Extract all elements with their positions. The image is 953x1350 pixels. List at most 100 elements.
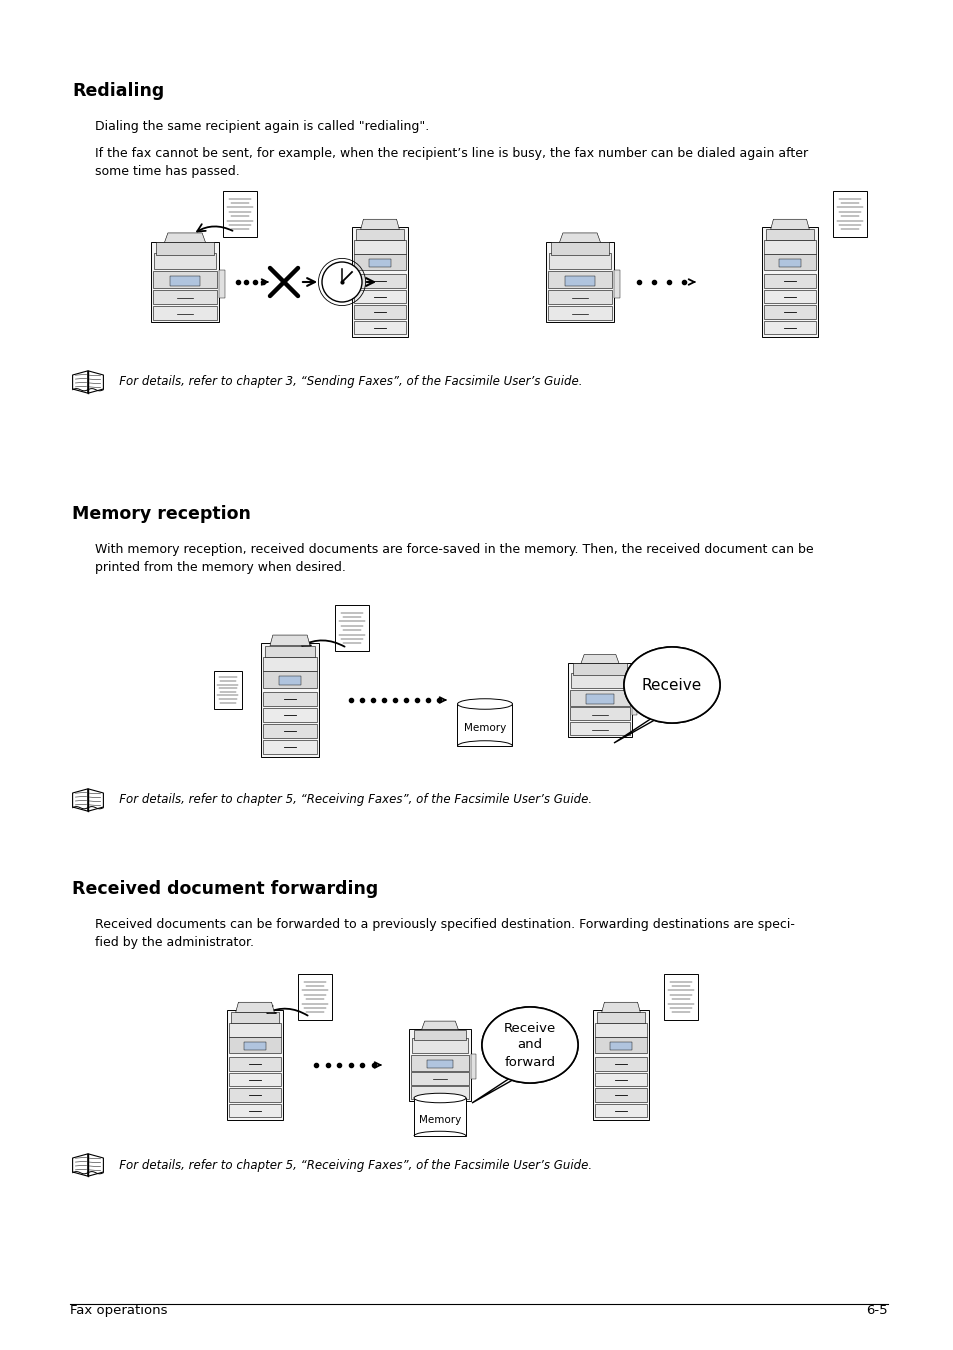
Bar — [153, 252, 216, 269]
Text: With memory reception, received documents are force-saved in the memory. Then, t: With memory reception, received document… — [95, 543, 813, 574]
Bar — [585, 694, 614, 703]
Polygon shape — [72, 1154, 88, 1176]
Bar — [573, 663, 626, 675]
Polygon shape — [88, 371, 103, 393]
Bar — [232, 1012, 278, 1023]
Text: For details, refer to chapter 3, “Sending Faxes”, of the Facsimile User’s Guide.: For details, refer to chapter 3, “Sendin… — [108, 375, 582, 389]
Bar — [570, 722, 629, 736]
Bar — [263, 740, 316, 755]
Polygon shape — [614, 713, 666, 743]
Bar — [354, 254, 405, 270]
Bar — [244, 1042, 266, 1050]
Bar — [595, 1088, 646, 1102]
Bar — [593, 1010, 648, 1120]
Bar — [229, 1037, 280, 1053]
Bar — [229, 1088, 280, 1102]
Bar — [409, 1029, 470, 1102]
Bar — [263, 693, 316, 706]
Text: Fax operations: Fax operations — [70, 1304, 168, 1318]
Text: Receive
and
forward: Receive and forward — [503, 1022, 556, 1068]
Bar — [297, 973, 332, 1021]
Bar — [170, 275, 200, 286]
Bar — [779, 259, 801, 267]
Bar — [229, 1023, 280, 1037]
Bar — [278, 676, 301, 684]
Bar — [547, 271, 612, 289]
Bar — [545, 242, 614, 323]
Circle shape — [322, 262, 361, 302]
Polygon shape — [72, 371, 88, 393]
Bar — [356, 230, 403, 240]
Bar — [426, 1060, 453, 1068]
Text: Received document forwarding: Received document forwarding — [71, 880, 377, 898]
Bar — [335, 605, 369, 651]
Bar — [219, 270, 225, 298]
Polygon shape — [88, 1154, 103, 1176]
Bar — [570, 690, 629, 706]
Polygon shape — [421, 1021, 457, 1030]
Bar — [568, 663, 631, 737]
Text: Dialing the same recipient again is called "redialing".: Dialing the same recipient again is call… — [95, 120, 429, 134]
Bar — [229, 1057, 280, 1071]
Bar — [595, 1023, 646, 1037]
Polygon shape — [164, 234, 205, 243]
Polygon shape — [360, 219, 399, 230]
Bar — [763, 274, 815, 288]
Bar — [414, 1098, 465, 1135]
Bar — [213, 671, 242, 709]
Bar — [263, 724, 316, 738]
Ellipse shape — [481, 1007, 578, 1083]
Bar — [763, 321, 815, 335]
Bar — [597, 1012, 644, 1023]
Bar — [411, 1072, 468, 1084]
Bar — [763, 240, 815, 254]
Bar — [265, 645, 314, 657]
Polygon shape — [601, 1002, 639, 1012]
Bar — [223, 190, 256, 238]
Bar — [595, 1037, 646, 1053]
Polygon shape — [558, 234, 599, 243]
Bar — [229, 1073, 280, 1087]
Bar — [663, 973, 698, 1021]
Polygon shape — [88, 788, 103, 811]
Polygon shape — [235, 1002, 274, 1012]
Bar — [631, 688, 637, 716]
Bar — [354, 321, 405, 335]
Bar — [765, 230, 813, 240]
Text: Redialing: Redialing — [71, 82, 164, 100]
Bar — [614, 270, 619, 298]
Text: Memory: Memory — [463, 724, 506, 733]
Bar — [570, 707, 629, 721]
Text: Memory reception: Memory reception — [71, 505, 251, 522]
Bar — [547, 290, 612, 304]
Bar — [548, 252, 611, 269]
Bar — [151, 242, 219, 323]
Text: Receive: Receive — [641, 678, 701, 693]
Bar — [152, 290, 217, 304]
Bar — [470, 1054, 476, 1080]
Bar — [411, 1087, 468, 1099]
Bar — [354, 305, 405, 319]
Text: For details, refer to chapter 5, “Receiving Faxes”, of the Facsimile User’s Guid: For details, refer to chapter 5, “Receiv… — [108, 794, 592, 806]
Bar — [229, 1104, 280, 1118]
Bar — [763, 254, 815, 270]
Bar — [609, 1042, 632, 1050]
Bar — [564, 275, 595, 286]
Bar — [263, 709, 316, 722]
Ellipse shape — [623, 647, 720, 724]
Bar — [457, 703, 512, 747]
Bar — [261, 643, 318, 757]
Polygon shape — [270, 634, 310, 645]
Bar — [595, 1057, 646, 1071]
Polygon shape — [72, 788, 88, 811]
Bar — [763, 290, 815, 304]
Bar — [411, 1054, 468, 1071]
Bar — [414, 1030, 465, 1041]
Bar — [763, 305, 815, 319]
Bar — [547, 306, 612, 320]
Text: If the fax cannot be sent, for example, when the recipient’s line is busy, the f: If the fax cannot be sent, for example, … — [95, 147, 807, 178]
Bar — [227, 1010, 282, 1120]
Bar — [354, 274, 405, 288]
Bar — [263, 671, 316, 689]
Bar — [832, 190, 866, 238]
